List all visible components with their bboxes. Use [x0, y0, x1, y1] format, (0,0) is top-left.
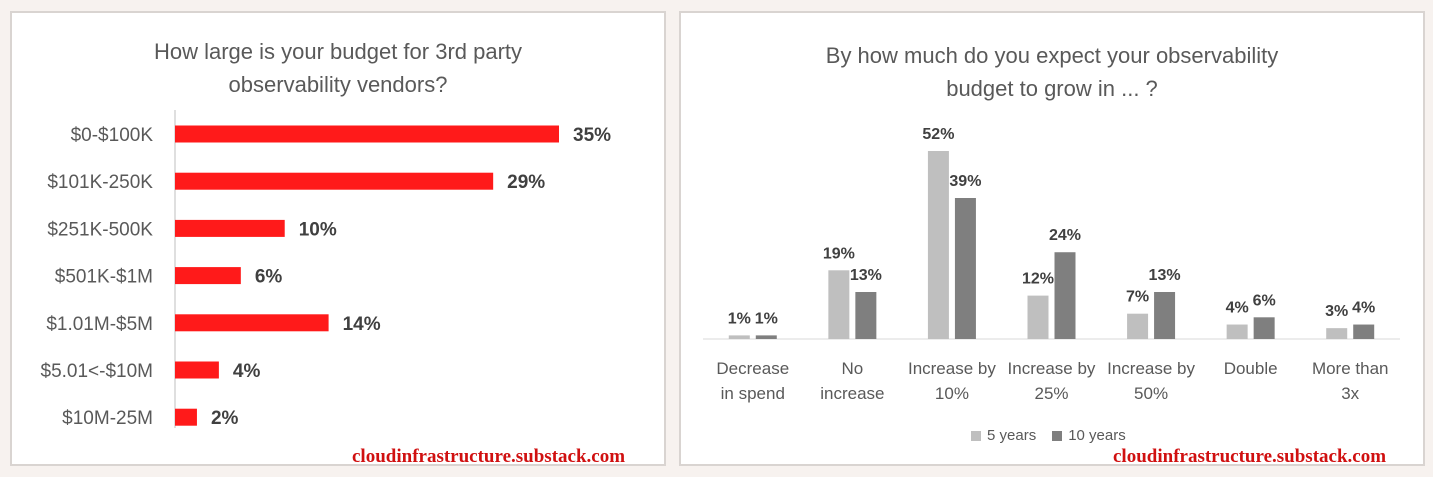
data-label: 52%	[922, 126, 954, 143]
x-tick-label: No	[841, 359, 863, 378]
x-tick-label: 50%	[1134, 384, 1168, 403]
left-title-line1: How large is your budget for 3rd party	[153, 39, 523, 64]
data-label: 39%	[949, 173, 981, 190]
x-tick-label: in spend	[721, 384, 785, 403]
bar-10-years	[755, 335, 777, 339]
chart-legend: 5 years 10 years	[971, 427, 1126, 444]
bar	[175, 408, 197, 426]
data-label: 6%	[255, 267, 283, 288]
data-label: 4%	[233, 361, 261, 382]
data-label: 24%	[1049, 227, 1081, 244]
right-chart-title: By how much do you expect your observabi…	[721, 39, 1383, 105]
bar	[175, 314, 329, 332]
bar-5-years	[927, 151, 949, 339]
bar-5-years	[1127, 313, 1149, 339]
legend-swatch-10-years	[1052, 430, 1063, 441]
bar-10-years	[954, 198, 976, 339]
data-label: 29%	[507, 172, 545, 193]
x-tick-label: 25%	[1034, 384, 1068, 403]
bar-10-years	[1353, 324, 1375, 339]
x-tick-label: Double	[1224, 359, 1278, 378]
right-chart-panel: By how much do you expect your observabi…	[679, 11, 1425, 467]
category-label: $251K-500K	[47, 219, 153, 240]
bar	[175, 172, 494, 190]
bar-5-years	[728, 335, 750, 339]
data-label: 10%	[299, 219, 337, 240]
legend-label-10-years: 10 years	[1068, 427, 1126, 444]
bar	[175, 125, 559, 143]
bar	[175, 219, 285, 237]
x-tick-label: Decrease	[716, 359, 789, 378]
data-label: 2%	[211, 408, 239, 429]
horizontal-bar-chart: $0-$100K 35% $101K-250K 29% $251K-500K 10% $50…	[41, 110, 611, 429]
bar-5-years	[828, 270, 850, 339]
legend-item-5-years: 5 years	[971, 427, 1036, 444]
bar-10-years	[855, 292, 877, 339]
category-label: $101K-250K	[47, 172, 153, 193]
x-tick-label: increase	[820, 384, 884, 403]
left-watermark: cloudinfrastructure.substack.com	[352, 446, 626, 467]
left-title-line2: observability vendors?	[228, 72, 448, 97]
bar-5-years	[1226, 324, 1248, 339]
right-title-line2: budget to grow in ... ?	[946, 76, 1158, 101]
data-label: 4%	[1352, 300, 1375, 317]
data-label: 3%	[1325, 303, 1348, 320]
data-label: 35%	[573, 125, 611, 146]
x-tick-label: Increase by	[1008, 359, 1096, 378]
data-label: 1%	[728, 310, 751, 327]
data-label: 4%	[1226, 300, 1249, 317]
category-label: $10M-25M	[62, 408, 153, 429]
x-tick-label: Increase by	[1107, 359, 1195, 378]
left-chart-panel: How large is your budget for 3rd party o…	[10, 11, 666, 467]
x-tick-label: 3x	[1341, 384, 1359, 403]
bar-10-years	[1154, 292, 1176, 339]
data-label: 1%	[755, 310, 778, 327]
bar-5-years	[1326, 328, 1348, 339]
x-tick-label: 10%	[935, 384, 969, 403]
data-label: 6%	[1253, 292, 1276, 309]
x-tick-label: Increase by	[908, 359, 996, 378]
category-label: $501K-$1M	[55, 267, 153, 288]
legend-swatch-5-years	[971, 430, 981, 441]
category-label: $5.01<-$10M	[41, 361, 154, 382]
bar-10-years	[1253, 317, 1275, 339]
data-label: 13%	[1149, 267, 1181, 284]
bar-10-years	[1054, 252, 1076, 339]
data-label: 13%	[850, 267, 882, 284]
bar	[175, 361, 219, 379]
legend-label-5-years: 5 years	[987, 427, 1037, 444]
right-watermark: cloudinfrastructure.substack.com	[1113, 446, 1387, 467]
category-label: $0-$100K	[71, 125, 154, 146]
data-label: 14%	[343, 314, 381, 335]
data-label: 12%	[1022, 271, 1054, 288]
category-label: $1.01M-$5M	[46, 314, 153, 335]
bar-5-years	[1027, 295, 1049, 339]
grouped-bar-chart: 1% 1% Decrease in spend 19% 13% No increase 52% 3…	[703, 126, 1400, 403]
x-tick-label: More than	[1312, 359, 1389, 378]
legend-item-10-years: 10 years	[1052, 427, 1126, 444]
data-label: 19%	[823, 245, 855, 262]
right-title-line1: By how much do you expect your observabi…	[825, 43, 1279, 68]
left-chart-title: How large is your budget for 3rd party o…	[12, 35, 664, 101]
data-label: 7%	[1126, 289, 1149, 306]
bar	[175, 267, 241, 285]
